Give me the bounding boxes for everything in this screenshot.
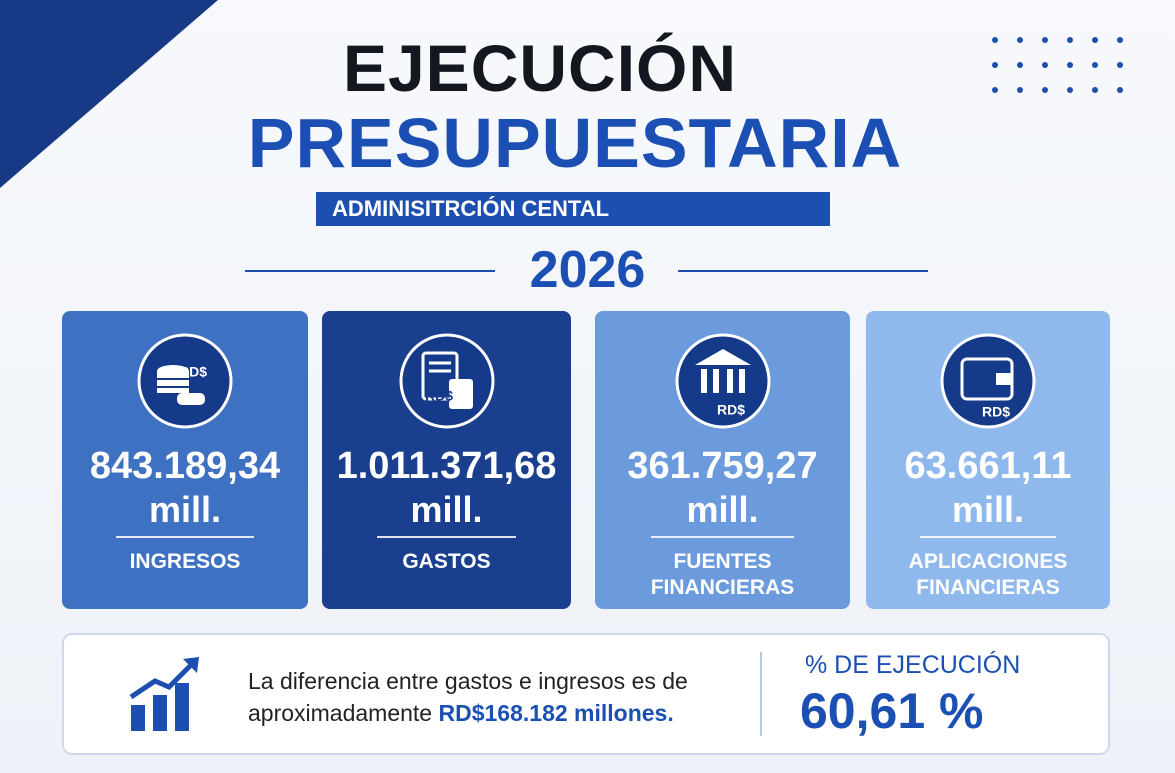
card-rule (651, 536, 794, 538)
icon-label: RD$ (179, 364, 207, 380)
card-rule (116, 536, 254, 538)
stat-card: RD$ 1.011.371,68 mill. GASTOS (322, 311, 571, 609)
summary-text: La diferencia entre gastos e ingresos es… (248, 665, 748, 729)
card-unit: mill. (951, 489, 1025, 530)
icon-label: RD$ (424, 388, 452, 404)
growth-icon (129, 657, 199, 731)
year-rule (678, 270, 928, 272)
stat-card: RD$ 361.759,27 mill. FUENTES FINANCIERAS (595, 311, 850, 609)
card-icon: RD$ (137, 333, 233, 429)
card-value: 63.661,11 (904, 445, 1072, 487)
card-icon: RD$ (940, 333, 1036, 429)
summary-sentence: La diferencia entre gastos e ingresos es… (248, 668, 688, 726)
title-line2: PRESUPUESTARIA (247, 104, 903, 182)
corner-triangle (0, 0, 218, 188)
year: 2026 (529, 241, 646, 299)
summary-highlight: RD$168.182 millones. (438, 700, 674, 726)
card-icon: RD$ (399, 333, 494, 429)
card-unit: mill. (686, 489, 759, 530)
card-label: APLICACIONES FINANCIERAS (908, 550, 1068, 599)
stat-card: RD$ 843.189,34 mill. INGRESOS (62, 311, 308, 609)
execution-label: % DE EJECUCIÓN (805, 651, 1021, 679)
card-unit: mill. (148, 489, 222, 530)
year-rule (245, 270, 495, 272)
title-line1: EJECUCIÓN (342, 31, 738, 105)
subtitle: ADMINISITRCIÓN CENTAL (316, 192, 830, 226)
card-value: 361.759,27 (627, 445, 818, 487)
card-label: INGRESOS (129, 550, 241, 573)
card-value: 843.189,34 (89, 445, 281, 487)
icon-label: RD$ (716, 402, 744, 418)
card-icon: RD$ (675, 333, 770, 429)
card-unit: mill. (410, 489, 483, 530)
summary-box (62, 633, 1110, 755)
execution-value: 60,61 % (800, 683, 984, 739)
card-rule (376, 536, 517, 538)
summary-divider (760, 652, 762, 736)
icon-label: RD$ (982, 404, 1010, 420)
card-value: 1.011.371,68 (336, 445, 557, 487)
card-rule (919, 536, 1057, 538)
card-label: FUENTES FINANCIERAS (650, 550, 795, 599)
card-label: GASTOS (402, 550, 491, 573)
stat-card: RD$ 63.661,11 mill. APLICACIONES FINANCIERA… (866, 311, 1110, 609)
dot-grid (992, 37, 1123, 93)
